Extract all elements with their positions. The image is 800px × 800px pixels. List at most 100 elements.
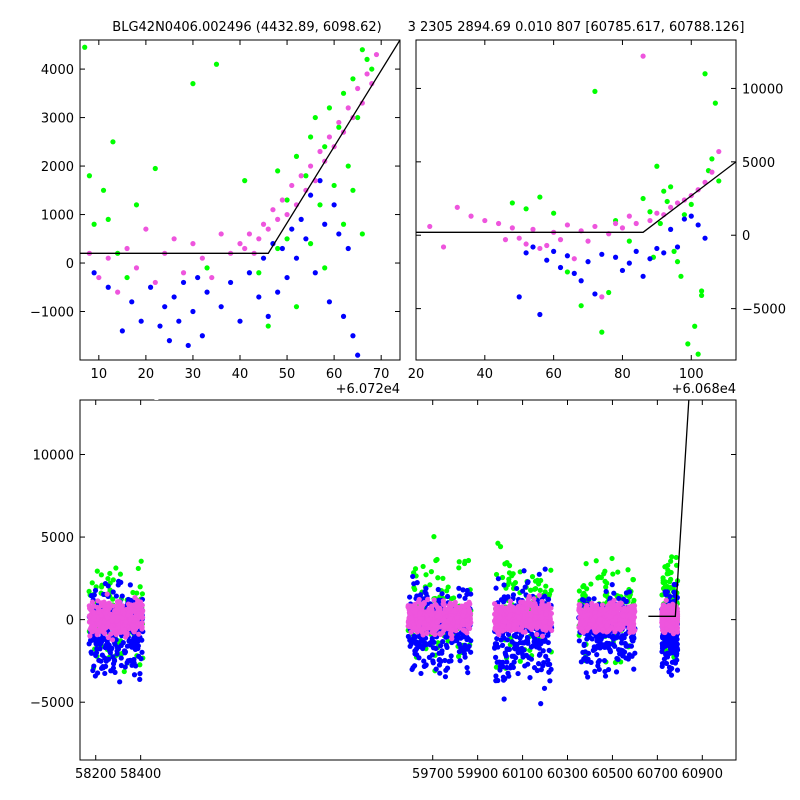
top-right-green-point [688,201,694,208]
top-right-green-point [537,194,543,200]
top-left-green-point [105,216,111,222]
bottom-blue-point [110,589,116,595]
bottom-magenta-point [111,629,117,636]
bottom-green-point [130,589,136,596]
top-left-blue-point [275,289,281,295]
bottom-blue-point [464,587,470,594]
top-left-blue-point [345,245,351,252]
top-left-magenta-point [152,279,158,286]
bottom-blue-point [114,651,120,657]
bottom-blue-point [616,595,622,602]
bottom-blue-point [602,673,609,679]
bottom-blue-point [538,667,544,673]
bottom-green-point [510,581,517,588]
top-left-magenta-point [143,226,149,232]
bottom-blue-point [545,661,551,667]
bottom-blue-point [579,596,586,603]
bottom-magenta-point [597,616,603,623]
bottom-green-point [625,567,631,573]
bottom-blue-point [545,596,552,602]
top-right-magenta-point [640,53,646,59]
top-right-green-point [578,303,584,309]
top-left-magenta-point [209,274,215,281]
bottom-blue-point [592,646,598,652]
top-right-blue-point [530,244,536,250]
top-right-green-point [668,184,674,190]
bottom-magenta-point [109,637,116,643]
bottom-magenta-point [101,619,108,625]
bottom-magenta-point [539,633,546,639]
bottom-blue-point [135,638,141,644]
bottom-green-point [493,664,499,670]
bottom-blue-point [580,649,586,655]
top-right-ytick-label: 5000 [742,156,775,171]
bottom-magenta-point [607,600,613,606]
bottom-blue-point [411,581,417,587]
bottom-blue-point [103,642,109,648]
bottom-green-point [593,558,599,564]
top-left-green-point [312,114,318,121]
bottom-blue-point [512,641,518,647]
bottom-blue-point [415,644,422,650]
bottom-magenta-point [663,597,669,603]
bottom-blue-point [501,635,507,641]
bottom-blue-point [595,634,601,640]
bottom-blue-point [113,593,119,599]
top-right-magenta-point [654,210,660,216]
bottom-blue-point [465,669,471,676]
top-left-blue-point [340,313,347,319]
bottom-blue-point [426,654,432,660]
bottom-green-point [448,596,455,602]
top-left-ytick-label: 4000 [41,63,74,78]
bottom-blue-point [500,677,507,683]
bottom-blue-point [105,583,111,589]
top-left-blue-point [162,304,168,310]
bottom-green-point [517,658,523,664]
bottom-blue-point [464,591,470,597]
top-right-green-point [712,100,718,106]
bottom-blue-point [594,651,600,658]
bottom-green-point [86,588,92,595]
bottom-magenta-point [673,614,680,620]
top-left-green-point [350,187,356,193]
bottom-green-point [528,587,534,593]
bottom-magenta-point [537,606,543,612]
bottom-magenta-point [425,596,431,602]
top-right-x-offset-label: +6.068e4 [672,382,736,397]
bottom-blue-point [522,584,528,590]
bottom-blue-point [464,646,471,652]
top-right-green-point [664,198,670,205]
bottom-blue-point [513,646,520,652]
top-left-green-point [303,173,309,179]
bottom-magenta-point [124,632,130,638]
top-right-blue-point [544,257,550,263]
bottom-blue-point [103,658,109,664]
top-right-magenta-point [647,217,653,224]
bottom-magenta-point [519,624,525,630]
bottom-blue-point [493,641,500,647]
bottom-blue-point [659,663,665,669]
bottom-magenta-point [460,618,467,624]
top-right-magenta-point [716,148,722,155]
top-right-green-point [657,220,663,227]
bottom-plot-area [86,400,690,707]
top-left-green-point [336,124,342,130]
bottom-blue-point [94,646,100,652]
top-left-blue-point [265,313,271,319]
bottom-blue-point [525,661,531,667]
bottom-blue-point [444,665,451,671]
top-right-blue-point [654,245,660,252]
top-left-title: BLG42N0406.002496 (4432.89, 6098.62) [112,20,381,35]
bottom-magenta-point [445,606,451,612]
bottom-blue-point [511,633,517,639]
bottom-magenta-point [100,624,106,631]
bottom-magenta-point [533,614,539,620]
bottom-blue-point [127,582,133,588]
bottom-magenta-point [666,603,672,609]
bottom-magenta-point [548,605,554,611]
top-left-x-offset-label: +6.072e4 [336,382,400,397]
top-right-blue-point [633,248,639,254]
bottom-magenta-point [462,603,468,609]
top-right-xtick-label: 20 [408,367,425,382]
